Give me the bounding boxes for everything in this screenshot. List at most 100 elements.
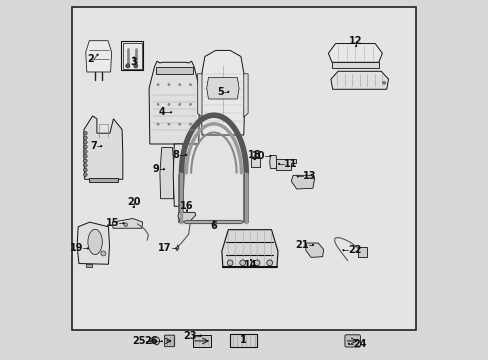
Circle shape: [156, 83, 159, 86]
Circle shape: [122, 222, 124, 224]
Text: 18: 18: [247, 150, 261, 160]
Circle shape: [167, 123, 170, 126]
Circle shape: [189, 83, 192, 86]
Circle shape: [83, 131, 87, 135]
Circle shape: [296, 175, 298, 177]
Polygon shape: [173, 144, 183, 206]
Circle shape: [178, 83, 181, 86]
Text: 8: 8: [172, 150, 179, 160]
Polygon shape: [328, 44, 382, 62]
Text: 19: 19: [70, 243, 83, 253]
Circle shape: [83, 145, 87, 149]
Text: 21: 21: [294, 240, 308, 250]
Circle shape: [277, 163, 280, 165]
Polygon shape: [331, 62, 378, 68]
Text: 24: 24: [352, 339, 366, 349]
Circle shape: [123, 223, 127, 226]
Circle shape: [87, 247, 89, 249]
Polygon shape: [84, 116, 122, 179]
Circle shape: [83, 150, 87, 153]
Circle shape: [83, 168, 87, 172]
Circle shape: [342, 249, 344, 251]
Polygon shape: [291, 175, 314, 189]
Circle shape: [170, 111, 172, 113]
Circle shape: [101, 251, 106, 256]
FancyBboxPatch shape: [164, 335, 174, 347]
Polygon shape: [276, 159, 295, 170]
Circle shape: [167, 103, 170, 106]
Circle shape: [178, 103, 181, 106]
Polygon shape: [330, 71, 387, 89]
Polygon shape: [269, 156, 276, 168]
Text: 17: 17: [158, 243, 171, 253]
Polygon shape: [85, 41, 111, 72]
Text: 23: 23: [183, 330, 196, 341]
Circle shape: [266, 260, 272, 266]
Bar: [230, 334, 257, 347]
Circle shape: [185, 154, 187, 156]
Text: 3: 3: [130, 57, 137, 67]
Ellipse shape: [88, 229, 102, 255]
Polygon shape: [160, 148, 174, 199]
Circle shape: [83, 163, 87, 167]
Polygon shape: [244, 74, 247, 117]
Text: 6: 6: [210, 221, 217, 231]
FancyBboxPatch shape: [344, 335, 360, 347]
Polygon shape: [197, 74, 202, 117]
Polygon shape: [112, 219, 142, 228]
Circle shape: [96, 54, 99, 56]
Circle shape: [125, 64, 130, 68]
Circle shape: [160, 340, 163, 342]
Circle shape: [227, 91, 229, 93]
Text: 25: 25: [132, 336, 145, 346]
Text: 4: 4: [158, 107, 165, 117]
Circle shape: [133, 64, 138, 68]
Ellipse shape: [153, 337, 159, 345]
Polygon shape: [121, 41, 142, 70]
Circle shape: [175, 247, 177, 249]
Circle shape: [83, 159, 87, 163]
Polygon shape: [89, 178, 118, 182]
Circle shape: [156, 103, 159, 106]
Circle shape: [156, 123, 159, 126]
Text: 5: 5: [217, 87, 224, 97]
Circle shape: [227, 260, 232, 266]
Circle shape: [242, 334, 244, 337]
Circle shape: [189, 103, 192, 106]
Circle shape: [185, 210, 187, 212]
Text: 10: 10: [251, 151, 265, 161]
Text: 12: 12: [348, 36, 362, 46]
Polygon shape: [178, 212, 196, 222]
Polygon shape: [149, 61, 199, 144]
Polygon shape: [155, 67, 193, 74]
Circle shape: [83, 154, 87, 158]
Text: 7: 7: [90, 141, 97, 151]
Circle shape: [163, 168, 164, 170]
Circle shape: [83, 136, 87, 140]
Circle shape: [178, 123, 181, 126]
Bar: [72, 7, 415, 330]
Text: 13: 13: [302, 171, 316, 181]
Circle shape: [83, 173, 87, 176]
Polygon shape: [250, 158, 259, 167]
Bar: [193, 335, 210, 347]
Circle shape: [347, 343, 349, 345]
Text: 16: 16: [180, 201, 193, 211]
Text: 15: 15: [105, 218, 119, 228]
Circle shape: [311, 244, 313, 246]
Circle shape: [249, 259, 251, 261]
Polygon shape: [77, 222, 109, 264]
Polygon shape: [357, 247, 366, 257]
Circle shape: [83, 141, 87, 144]
Circle shape: [149, 340, 152, 342]
Polygon shape: [177, 245, 179, 251]
Polygon shape: [305, 243, 323, 257]
Circle shape: [100, 145, 102, 147]
Text: 20: 20: [126, 197, 140, 207]
Circle shape: [254, 260, 260, 266]
Text: 1: 1: [240, 335, 246, 345]
Circle shape: [189, 123, 192, 126]
Polygon shape: [200, 50, 244, 135]
Text: 14: 14: [244, 260, 257, 270]
Text: 11: 11: [284, 159, 297, 169]
